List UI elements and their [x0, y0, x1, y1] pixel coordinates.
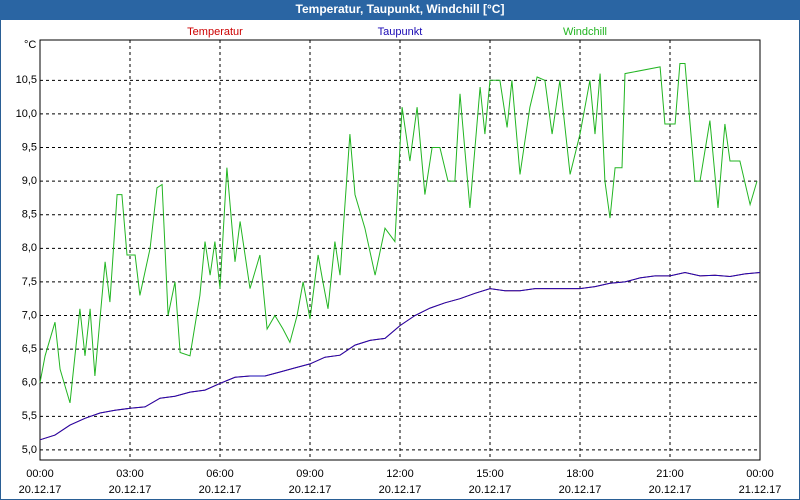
- x-tick-label: 00:00: [26, 468, 54, 480]
- x-tick-date: 20.12.17: [109, 484, 152, 496]
- y-tick-label: 7,0: [22, 309, 37, 321]
- y-tick-label: 8,5: [22, 209, 37, 221]
- x-tick-label: 18:00: [566, 468, 594, 480]
- title-bar: [0, 0, 800, 20]
- x-tick-label: 12:00: [386, 468, 414, 480]
- x-tick-date: 20.12.17: [19, 484, 62, 496]
- y-axis-label: °C: [24, 39, 36, 51]
- x-tick-date: 20.12.17: [199, 484, 242, 496]
- y-tick-label: 10,0: [16, 108, 37, 120]
- legend-entry: Windchill: [563, 26, 607, 38]
- x-tick-date: 20.12.17: [559, 484, 602, 496]
- y-tick-label: 5,5: [22, 410, 37, 422]
- y-tick-label: 10,5: [16, 74, 37, 86]
- x-tick-label: 21:00: [656, 468, 684, 480]
- x-tick-date: 20.12.17: [469, 484, 512, 496]
- legend-entry: Temperatur: [187, 26, 243, 38]
- x-tick-date: 20.12.17: [379, 484, 422, 496]
- y-tick-label: 8,0: [22, 242, 37, 254]
- chart-title: Temperatur, Taupunkt, Windchill [°C]: [296, 2, 505, 16]
- x-tick-label: 15:00: [476, 468, 504, 480]
- y-tick-label: 9,5: [22, 141, 37, 153]
- x-tick-label: 03:00: [116, 468, 144, 480]
- series-line: [39, 271, 761, 441]
- y-tick-label: 5,0: [22, 444, 37, 456]
- series-line: [39, 63, 758, 404]
- x-tick-label: 00:00: [746, 468, 774, 480]
- x-tick-date: 20.12.17: [649, 484, 692, 496]
- y-tick-label: 6,5: [22, 343, 37, 355]
- x-tick-date: 21.12.17: [739, 484, 782, 496]
- y-tick-label: 7,5: [22, 276, 37, 288]
- x-tick-date: 20.12.17: [289, 484, 332, 496]
- x-tick-label: 09:00: [296, 468, 324, 480]
- y-tick-label: 6,0: [22, 377, 37, 389]
- legend-entry: Taupunkt: [378, 26, 423, 38]
- x-tick-label: 06:00: [206, 468, 234, 480]
- y-tick-label: 9,0: [22, 175, 37, 187]
